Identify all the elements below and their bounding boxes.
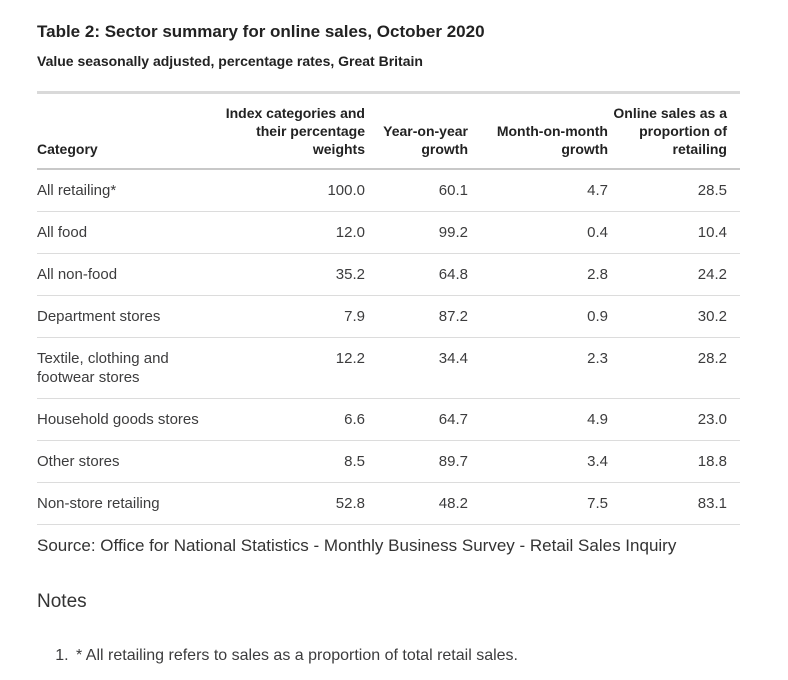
table-cell: 35.2 (217, 253, 365, 296)
table-cell: 100.0 (217, 169, 365, 212)
table-cell: 99.2 (365, 211, 468, 254)
table-title: Table 2: Sector summary for online sales… (37, 22, 485, 41)
table-cell: Household goods stores (37, 398, 217, 441)
notes-heading: Notes (37, 591, 87, 612)
table-cell: 12.0 (217, 211, 365, 254)
table-body: All retailing* 100.0 60.1 4.7 28.5 All food 12… (37, 169, 740, 525)
note-item: * All retailing refers to sales as a pro… (73, 646, 744, 666)
table-cell: Non-store retailing (37, 482, 217, 525)
table-cell: 7.5 (468, 482, 608, 525)
table-cell: 48.2 (365, 482, 468, 525)
table-cell: 52.8 (217, 482, 365, 525)
table-cell: Textile, clothing and footwear stores (37, 337, 217, 399)
table-cell: 87.2 (365, 295, 468, 338)
column-header-4: Online sales as a proportion of retailin… (608, 91, 740, 170)
table-row: Non-store retailing 52.8 48.2 7.5 83.1 (37, 482, 740, 525)
table-cell: All food (37, 211, 217, 254)
table-cell: 12.2 (217, 337, 365, 399)
table-cell: 0.4 (468, 211, 608, 254)
table-row: Other stores 8.5 89.7 3.4 18.8 (37, 440, 740, 483)
table-cell: Department stores (37, 295, 217, 338)
table-cell: 30.2 (608, 295, 740, 338)
table-cell: 4.7 (468, 169, 608, 212)
table-cell: 28.2 (608, 337, 740, 399)
table-cell: All retailing* (37, 169, 217, 212)
table-cell: 2.3 (468, 337, 608, 399)
table-row: Textile, clothing and footwear stores 12.… (37, 337, 740, 399)
table-cell: 6.6 (217, 398, 365, 441)
table-header: Category Index categories and their perce… (37, 91, 740, 170)
table-source: Source: Office for National Statistics -… (37, 536, 677, 555)
table-cell: 3.4 (468, 440, 608, 483)
table-row: All food 12.0 99.2 0.4 10.4 (37, 211, 740, 254)
table-row: Department stores 7.9 87.2 0.9 30.2 (37, 295, 740, 338)
table-cell: 0.9 (468, 295, 608, 338)
table-row: Household goods stores 6.6 64.7 4.9 23.0 (37, 398, 740, 441)
table-cell: 8.5 (217, 440, 365, 483)
column-header-1: Index categories and their percentage we… (217, 91, 365, 170)
table-cell: 89.7 (365, 440, 468, 483)
table-cell: 24.2 (608, 253, 740, 296)
table-cell: 64.8 (365, 253, 468, 296)
column-header-3: Month-on-month growth (468, 91, 608, 170)
table-cell: 7.9 (217, 295, 365, 338)
column-header-2: Year-on-year growth (365, 91, 468, 170)
table-cell: 23.0 (608, 398, 740, 441)
table-header-row: Category Index categories and their perce… (37, 91, 740, 170)
notes-list: * All retailing refers to sales as a pro… (37, 646, 744, 666)
table-row: All retailing* 100.0 60.1 4.7 28.5 (37, 169, 740, 212)
table-cell: Other stores (37, 440, 217, 483)
sector-summary-table: Category Index categories and their perce… (37, 91, 740, 525)
table-cell: 28.5 (608, 169, 740, 212)
table-cell: 34.4 (365, 337, 468, 399)
column-header-0: Category (37, 91, 217, 170)
table-row: All non-food 35.2 64.8 2.8 24.2 (37, 253, 740, 296)
table-cell: 83.1 (608, 482, 740, 525)
table-subtitle: Value seasonally adjusted, percentage ra… (37, 53, 423, 69)
table-cell: 10.4 (608, 211, 740, 254)
table-cell: 64.7 (365, 398, 468, 441)
table-cell: 60.1 (365, 169, 468, 212)
table-cell: 4.9 (468, 398, 608, 441)
table-cell: All non-food (37, 253, 217, 296)
table-cell: 2.8 (468, 253, 608, 296)
table-cell: 18.8 (608, 440, 740, 483)
